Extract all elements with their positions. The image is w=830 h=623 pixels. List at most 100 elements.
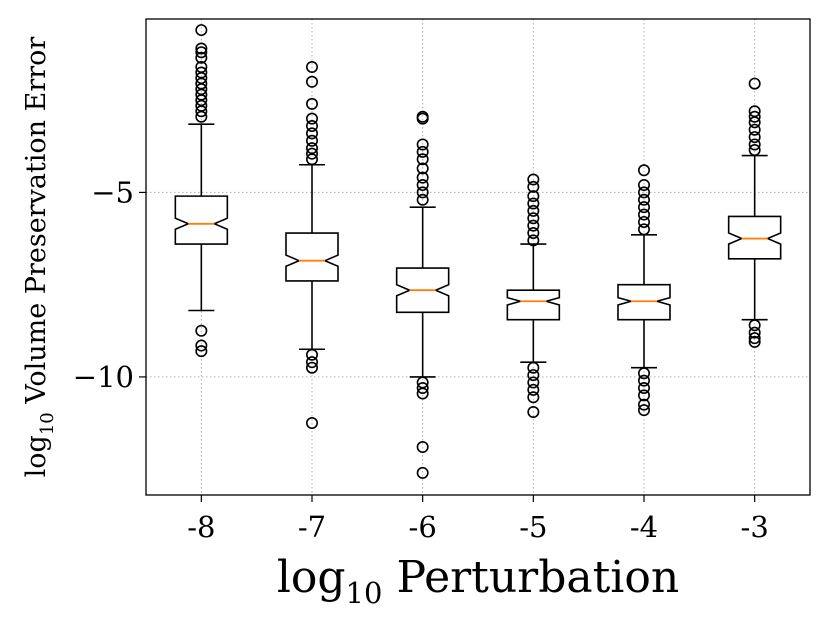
flier-point xyxy=(305,75,318,88)
flier-point xyxy=(416,193,429,206)
flier-point xyxy=(527,391,540,404)
tick-layer: -8 -7 -6 -5 -4 -3 −5 −10 xyxy=(73,175,769,544)
flier-point xyxy=(748,131,761,144)
flier-point xyxy=(527,369,540,382)
box-group xyxy=(727,77,782,348)
flier-point xyxy=(637,186,650,199)
box-group xyxy=(285,60,339,430)
box-group xyxy=(506,173,561,418)
box-layer xyxy=(174,24,782,479)
flier-point xyxy=(305,112,318,125)
grid-layer xyxy=(146,19,810,495)
x-tick-label: -5 xyxy=(519,510,547,544)
flier-point xyxy=(748,335,761,348)
box-body xyxy=(506,289,561,321)
flier-point xyxy=(637,367,650,380)
x-tick-label: -4 xyxy=(630,510,658,544)
flier-point xyxy=(637,398,650,411)
flier-point xyxy=(195,46,208,59)
y-axis-label-rest: Volume Preservation Error xyxy=(21,37,52,413)
flier-point xyxy=(527,234,540,247)
flier-point xyxy=(637,164,650,177)
box-body xyxy=(727,215,782,260)
flier-point xyxy=(748,332,761,345)
flier-point xyxy=(195,345,208,358)
flier-point xyxy=(305,417,318,430)
flier-point xyxy=(305,348,318,361)
flier-point xyxy=(195,51,208,64)
flier-point xyxy=(416,153,429,166)
flier-point xyxy=(527,197,540,210)
flier-point xyxy=(305,361,318,374)
flier-point xyxy=(637,404,650,417)
box-group xyxy=(617,164,671,417)
flier-point xyxy=(416,441,429,454)
box-body xyxy=(617,283,671,321)
box-group xyxy=(174,24,229,358)
flier-point xyxy=(195,110,208,123)
flier-point xyxy=(637,389,650,402)
y-axis-label-log: log xyxy=(21,435,52,477)
flier-point xyxy=(416,387,429,400)
flier-point xyxy=(416,112,429,125)
x-tick-label: -8 xyxy=(187,510,215,544)
flier-point xyxy=(527,383,540,396)
flier-point xyxy=(748,123,761,136)
flier-point xyxy=(637,381,650,394)
flier-point xyxy=(748,319,761,332)
x-axis-label-rest: Perturbation xyxy=(382,552,679,603)
flier-point xyxy=(637,223,650,236)
flier-point xyxy=(527,227,540,240)
flier-point xyxy=(416,381,429,394)
flier-point xyxy=(748,138,761,151)
flier-point xyxy=(195,42,208,55)
flier-point xyxy=(305,147,318,160)
flier-point xyxy=(637,179,650,192)
flier-point xyxy=(305,356,318,369)
flier-point xyxy=(527,173,540,186)
flier-point xyxy=(527,204,540,217)
box-body xyxy=(285,232,339,282)
flier-point xyxy=(527,180,540,193)
flier-point xyxy=(305,60,318,73)
flier-point xyxy=(195,105,208,118)
flier-point xyxy=(527,190,540,203)
x-axis-label: log10 Perturbation xyxy=(277,552,679,610)
flier-point xyxy=(637,374,650,387)
flier-point xyxy=(748,110,761,123)
flier-point xyxy=(527,376,540,389)
flier-point xyxy=(416,138,429,151)
box-body xyxy=(174,195,229,245)
flier-point xyxy=(305,134,318,147)
flier-point xyxy=(637,215,650,228)
y-axis-label-sub: 10 xyxy=(37,412,58,435)
x-axis-label-sub: 10 xyxy=(346,576,383,610)
flier-point xyxy=(637,201,650,214)
flier-point xyxy=(527,219,540,232)
flier-point xyxy=(416,162,429,175)
flier-point xyxy=(748,143,761,156)
flier-point xyxy=(416,171,429,184)
flier-point xyxy=(305,97,318,110)
flier-point xyxy=(416,186,429,199)
y-tick-label: −10 xyxy=(73,360,134,394)
flier-point xyxy=(305,153,318,166)
y-tick-label: −5 xyxy=(91,175,134,209)
flier-point xyxy=(195,24,208,37)
flier-point xyxy=(527,405,540,418)
flier-point xyxy=(195,324,208,337)
flier-point xyxy=(527,212,540,225)
flier-point xyxy=(748,77,761,90)
flier-point xyxy=(637,208,650,221)
x-axis-label-log: log xyxy=(277,552,346,603)
flier-point xyxy=(416,145,429,158)
plot-frame xyxy=(145,18,811,496)
flier-point xyxy=(305,127,318,140)
y-axis-label: log10 Volume Preservation Error xyxy=(21,37,58,478)
flier-point xyxy=(416,466,429,479)
box-group xyxy=(395,110,450,479)
flier-point xyxy=(195,339,208,352)
flier-point xyxy=(748,116,761,129)
flier-point xyxy=(305,120,318,133)
